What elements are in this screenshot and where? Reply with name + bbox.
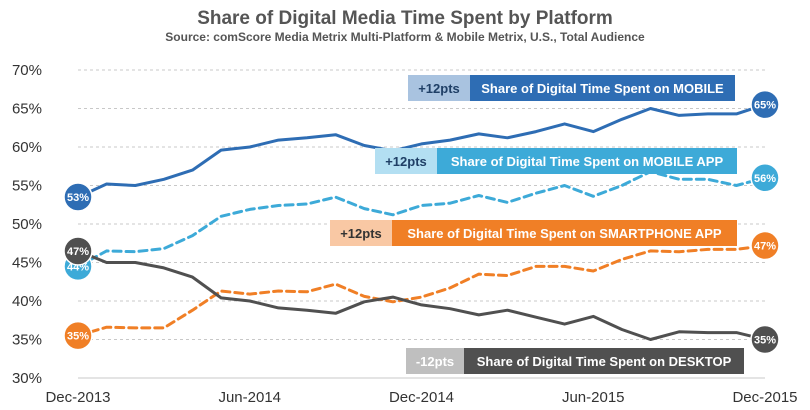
end-badge-circle [63,236,93,266]
callout-label-text: Share of Digital Time Spent on DESKTOP [477,354,732,369]
callout-label-box [464,348,744,374]
end-badge-label: 56% [754,173,776,185]
x-tick-label: Dec-2015 [732,389,797,406]
end-badge-circle [63,320,93,351]
x-tick-label: Dec-2013 [45,389,110,406]
y-tick-label: 45% [12,255,42,272]
callout-delta-text: -12pts [416,354,454,369]
y-tick-label: 65% [12,101,42,118]
callout-delta-text: +12pts [418,81,460,96]
end-badge-label: 47% [754,241,776,253]
callout-label-box [437,148,737,174]
end-badge-smartphone_app-start: 35% [63,320,93,351]
series-line-smartphone_app [76,244,767,338]
end-badge-desktop-end: 35% [750,324,780,355]
end-badge-circle [63,182,93,212]
callout-smartphone_app: +12pts Share of Digital Time Spent on SMA… [330,220,737,246]
x-tick-label: Dec-2014 [389,389,454,406]
end-badge-mobile_app-end: 56% [750,163,780,193]
y-tick-label: 70% [12,62,42,79]
end-badge-circle [750,163,780,193]
y-tick-label: 60% [12,139,42,156]
callout-mobile_app: +12pts Share of Digital Time Spent on MOB… [375,148,737,174]
callout-desktop: -12pts Share of Digital Time Spent on DES… [406,348,744,374]
chart-subtitle: Source: comScore Media Metrix Multi-Plat… [165,30,645,44]
callout-delta-text: +12pts [385,154,427,169]
y-tick-label: 40% [12,293,42,310]
callout-label-box [470,75,735,101]
series-line-mobile [76,103,767,199]
end-badge-label: 65% [754,100,776,112]
end-badge-label: 35% [67,331,89,343]
end-badge-label: 35% [754,335,776,347]
callout-delta-box [406,348,464,374]
y-tick-label: 50% [12,216,42,233]
callout-delta-box [330,220,392,246]
callout-delta-text: +12pts [340,226,382,241]
y-tick-label: 35% [12,332,42,349]
callout-layer: +12pts Share of Digital Time Spent on MOB… [330,75,744,374]
y-axis-ticks: 30% 35% 40% 45% 50% 55% 60% 65% 70% [12,62,42,387]
callout-label-text: Share of Digital Time Spent on SMARTPHON… [407,226,722,241]
chart-title: Share of Digital Media Time Spent by Pla… [197,8,613,29]
y-tick-label: 55% [12,178,42,195]
end-badge-label: 53% [67,192,89,204]
end-badge-layer: 53%65%44%56%35%47%47%35% [63,89,780,355]
end-badge-mobile-start: 53% [63,182,93,212]
x-tick-label: Jun-2014 [218,389,281,406]
callout-label-text: Share of Digital Time Spent on MOBILE AP… [451,154,724,169]
end-badge-circle [750,324,780,355]
end-badge-circle [750,89,780,120]
series-line-desktop [76,249,767,341]
end-badge-desktop-start: 47% [63,236,93,266]
callout-mobile: +12pts Share of Digital Time Spent on MOB… [408,75,735,101]
series-layer [76,103,767,341]
y-tick-label: 30% [12,370,42,387]
end-badge-mobile-end: 65% [750,89,780,120]
end-badge-smartphone_app-end: 47% [750,230,780,261]
end-badge-label: 47% [67,246,89,258]
callout-delta-box [408,75,470,101]
x-axis-ticks: Dec-2013 Jun-2014 Dec-2014 Jun-2015 Dec-2015 [45,389,797,406]
callout-label-text: Share of Digital Time Spent on MOBILE [481,81,724,96]
callout-label-box [392,220,737,246]
x-tick-label: Jun-2015 [562,389,625,406]
end-badge-circle [750,230,780,261]
callout-delta-box [375,148,437,174]
